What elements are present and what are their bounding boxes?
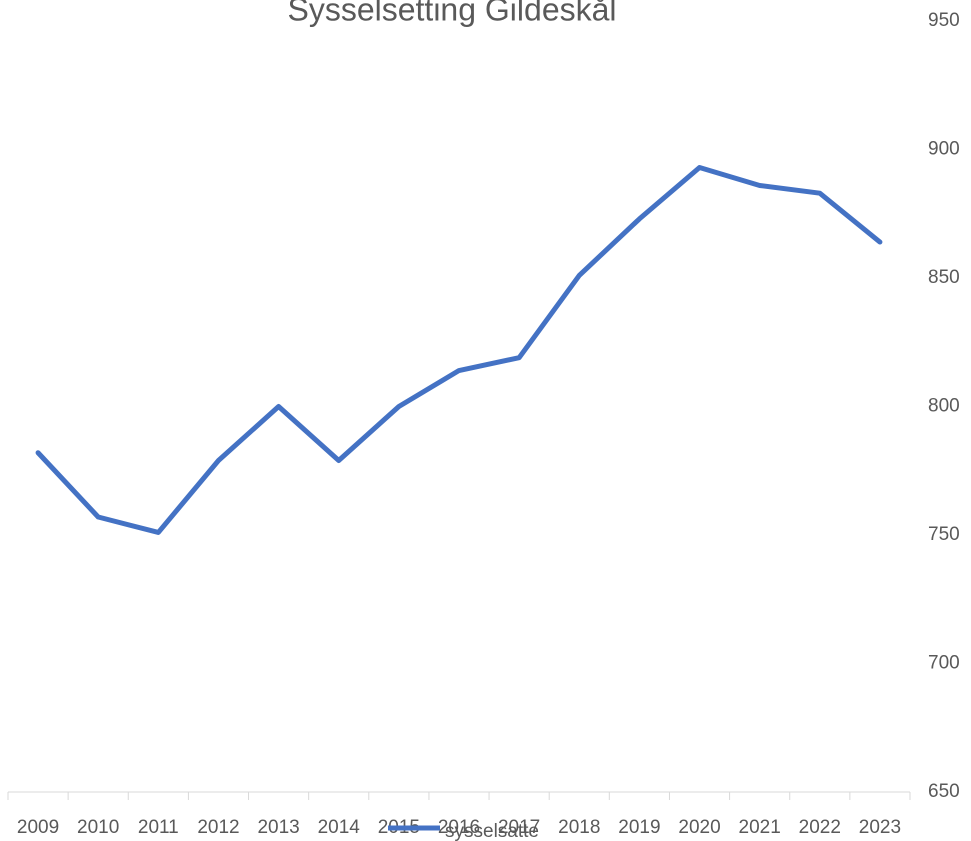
y-tick-label: 650 xyxy=(928,781,960,802)
x-tick-label: 2018 xyxy=(558,817,600,838)
y-tick-label: 950 xyxy=(928,10,960,31)
x-tick-label: 2011 xyxy=(138,817,179,838)
x-tick-label: 2012 xyxy=(197,817,239,838)
x-tick-label: 2014 xyxy=(318,817,361,838)
legend-label: sysselsatte xyxy=(445,821,539,841)
chart-title: Sysselsetting Gildeskål xyxy=(287,0,616,27)
x-tick-label: 2016 xyxy=(438,817,480,838)
x-tick-label: 2009 xyxy=(17,817,59,838)
x-tick-label: 2020 xyxy=(678,817,720,838)
y-tick-label: 900 xyxy=(928,139,960,160)
x-tick-label: 2023 xyxy=(859,817,901,838)
y-tick-label: 700 xyxy=(928,653,960,674)
x-tick-label: 2021 xyxy=(739,817,781,838)
x-tick-label: 2019 xyxy=(618,817,660,838)
x-tick-label: 2017 xyxy=(498,817,540,838)
y-tick-label: 750 xyxy=(928,524,960,545)
y-tick-label: 800 xyxy=(928,396,960,417)
x-tick-label: 2010 xyxy=(77,817,119,838)
x-tick-label: 2013 xyxy=(257,817,299,838)
x-tick-label: 2022 xyxy=(799,817,841,838)
series-line xyxy=(35,164,883,535)
y-tick-label: 850 xyxy=(928,267,960,288)
